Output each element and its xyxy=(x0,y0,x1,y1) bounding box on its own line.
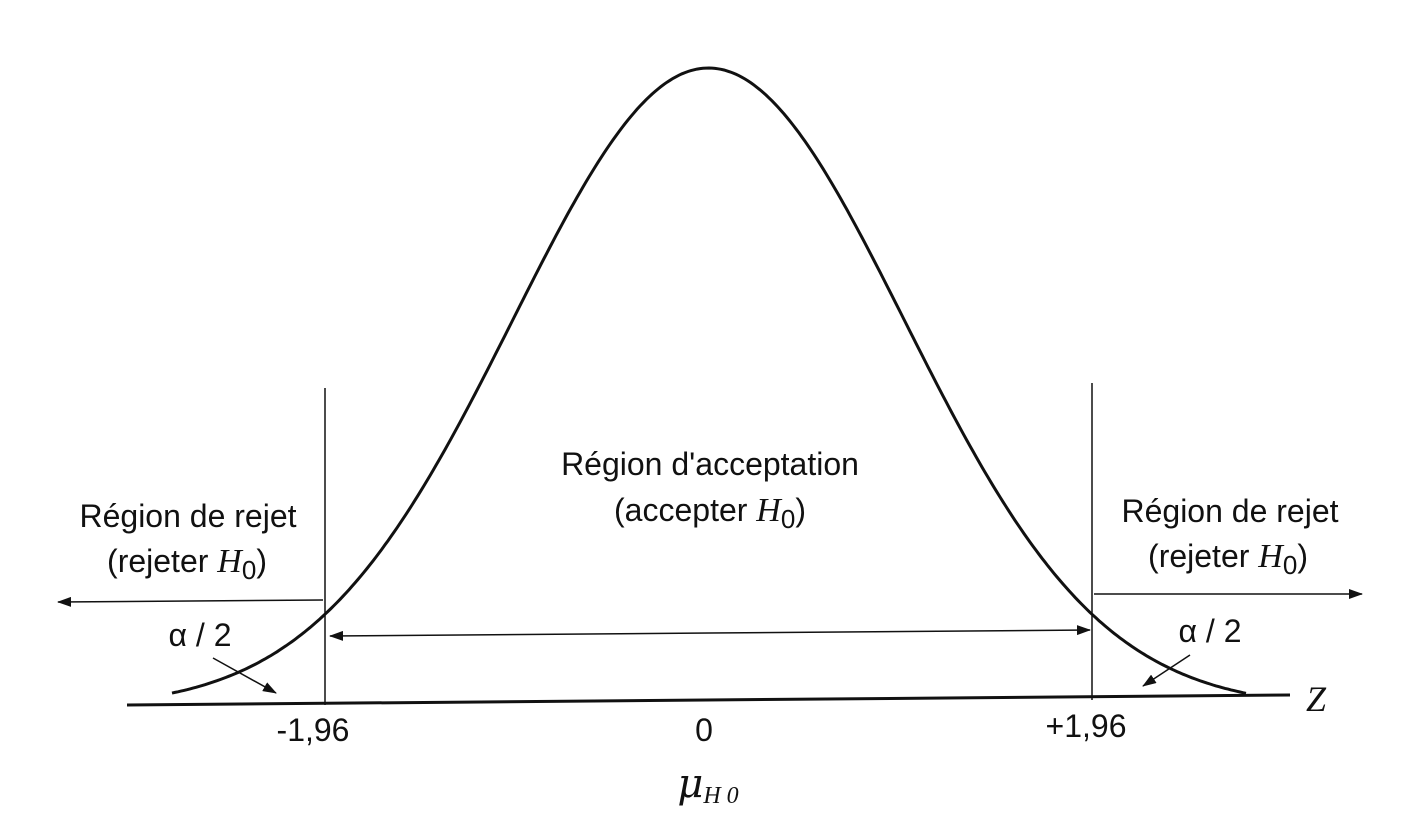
mu-h0-label: μH 0 xyxy=(677,761,738,809)
tick-label-right: +1,96 xyxy=(1046,708,1127,744)
reject-right-title: Région de rejet xyxy=(1121,493,1338,529)
acceptance-region-title: Région d'acceptation xyxy=(561,446,859,482)
tick-label-center: 0 xyxy=(695,712,713,748)
z-axis-label: Z xyxy=(1306,679,1327,719)
z-axis xyxy=(126,693,1291,707)
reject-left-arrow xyxy=(57,596,324,607)
alpha-left-label: α / 2 xyxy=(169,617,232,653)
acceptance-arrow-right xyxy=(709,625,1091,636)
reject-right-subtitle: (rejeter H0) xyxy=(1148,538,1308,580)
alpha-right-label: α / 2 xyxy=(1179,613,1242,649)
normal-curve xyxy=(171,66,1247,695)
reject-left-title: Région de rejet xyxy=(79,498,296,534)
alpha-left-pointer xyxy=(212,657,277,694)
acceptance-arrow-left xyxy=(329,630,711,641)
tick-label-left: -1,96 xyxy=(277,712,350,748)
alpha-right-pointer xyxy=(1142,654,1191,687)
acceptance-region-subtitle: (accepter H0) xyxy=(614,492,806,534)
reject-left-subtitle: (rejeter H0) xyxy=(107,543,267,585)
